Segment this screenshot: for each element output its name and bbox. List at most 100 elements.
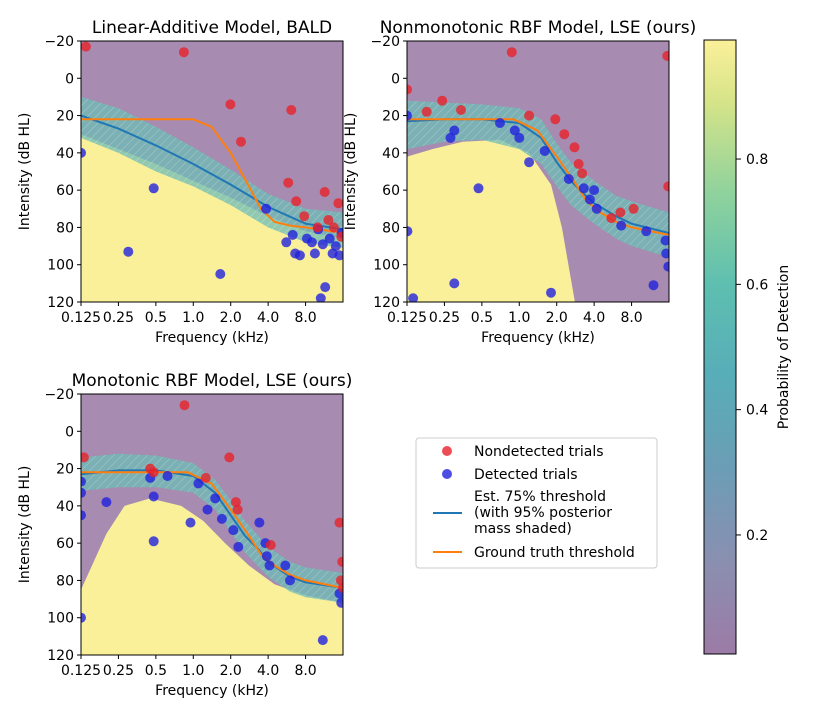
x-axis-label: Frequency (kHz) [481, 330, 595, 346]
nondetected-point [299, 211, 310, 222]
detected-point [514, 132, 525, 143]
posterior-band-hatch [407, 100, 669, 258]
detected-point [407, 226, 413, 237]
nondetected-point [81, 452, 89, 463]
y-tick-label: 60 [56, 536, 74, 552]
x-tick-label: 0.125 [61, 310, 101, 326]
y-tick-label: 20 [382, 109, 400, 125]
y-tick-label: 80 [56, 573, 74, 589]
detected-point [264, 560, 275, 571]
detected-point [148, 491, 159, 502]
axes-frame [406, 40, 670, 303]
detected-point [334, 250, 343, 261]
x-axis-label: Frequency (kHz) [155, 683, 269, 699]
detected-point [261, 551, 272, 562]
x-tick-label: 0.25 [103, 663, 134, 679]
detected-point [185, 517, 196, 528]
nondetected-point [662, 50, 669, 61]
legend-ground-truth-label: Ground truth threshold [474, 545, 635, 561]
y-tick-label: −20 [44, 387, 74, 403]
y-tick-label: 80 [382, 220, 400, 236]
x-tick-label: 0.5 [145, 663, 167, 679]
y-axis-label: Intensity (dB HL) [343, 113, 359, 231]
detected-point [336, 597, 343, 608]
nondetected-point [81, 41, 91, 52]
y-tick-label: 20 [56, 109, 74, 125]
detected-point [324, 233, 335, 244]
y-tick-label: 100 [47, 611, 74, 627]
nondetected-point [421, 106, 432, 117]
detected-point [162, 471, 173, 481]
y-tick-label: 40 [56, 146, 74, 162]
y-tick-label: 0 [391, 71, 400, 87]
x-tick-label: 2.0 [220, 310, 242, 326]
nondetected-point [456, 105, 466, 115]
nondetected-point [232, 504, 243, 515]
detected-point [539, 146, 550, 156]
background-high-probability [407, 139, 669, 302]
nondetected-point [323, 215, 334, 225]
nondetected-point [224, 452, 235, 463]
x-tick-label: 8.0 [620, 310, 642, 326]
colorbar-tick-label: 0.8 [746, 152, 768, 168]
chart-title: Linear-Additive Model, BALD [92, 18, 332, 38]
x-tick-label: 4.0 [257, 663, 279, 679]
y-tick-label: 40 [56, 499, 74, 515]
estimated-threshold-line [81, 114, 343, 231]
colorbar-tick-label: 0.2 [746, 528, 768, 544]
detected-point [408, 293, 419, 302]
detected-point [524, 157, 535, 168]
nondetected-point [333, 198, 343, 209]
detected-point [495, 118, 505, 128]
plot-area [81, 394, 343, 655]
detected-point [101, 497, 112, 508]
detected-point [281, 237, 292, 248]
x-tick-label: 2.0 [546, 310, 568, 326]
nondetected-point [524, 110, 535, 121]
detected-point [317, 239, 328, 250]
legend-detected-marker [442, 469, 452, 479]
nondetected-point [550, 114, 561, 125]
x-tick-label: 1.0 [182, 310, 204, 326]
detected-point [81, 147, 86, 158]
nondetected-point [328, 222, 339, 233]
detected-point [449, 125, 460, 136]
colorbar-gradient [703, 39, 737, 655]
detected-point [81, 612, 86, 623]
y-tick-label: 100 [47, 258, 74, 274]
detected-point [449, 278, 460, 289]
legend-detected-label: Detected trials [474, 467, 578, 483]
y-tick-label: −20 [370, 34, 400, 50]
detected-point [584, 194, 595, 205]
y-axis-label: Intensity (dB HL) [17, 466, 33, 584]
detected-point [123, 246, 134, 257]
detected-point [546, 287, 556, 298]
y-tick-label: 60 [56, 183, 74, 199]
detected-point [445, 132, 456, 143]
detected-point [280, 560, 291, 571]
nondetected-point [334, 517, 343, 528]
detected-point [641, 226, 652, 237]
detected-point [320, 282, 331, 293]
x-tick-label: 0.125 [387, 310, 427, 326]
detected-point [661, 248, 669, 259]
nondetected-point [336, 231, 343, 242]
detected-point [202, 504, 213, 515]
detected-point [578, 183, 589, 194]
x-tick-label: 0.25 [429, 310, 460, 326]
y-tick-label: 120 [47, 295, 74, 311]
x-axis-label: Frequency (kHz) [155, 330, 269, 346]
nondetected-point [225, 99, 236, 110]
detected-point [563, 174, 574, 184]
colorbar-ticks: 0.2 0.4 0.6 0.8 [736, 152, 768, 544]
x-tick-label: 8.0 [294, 310, 316, 326]
detected-point [315, 293, 326, 302]
detected-point [287, 229, 298, 240]
ground-truth-line [81, 118, 343, 234]
detected-point [81, 510, 86, 521]
nondetected-point [265, 540, 276, 550]
detected-point [148, 183, 159, 194]
